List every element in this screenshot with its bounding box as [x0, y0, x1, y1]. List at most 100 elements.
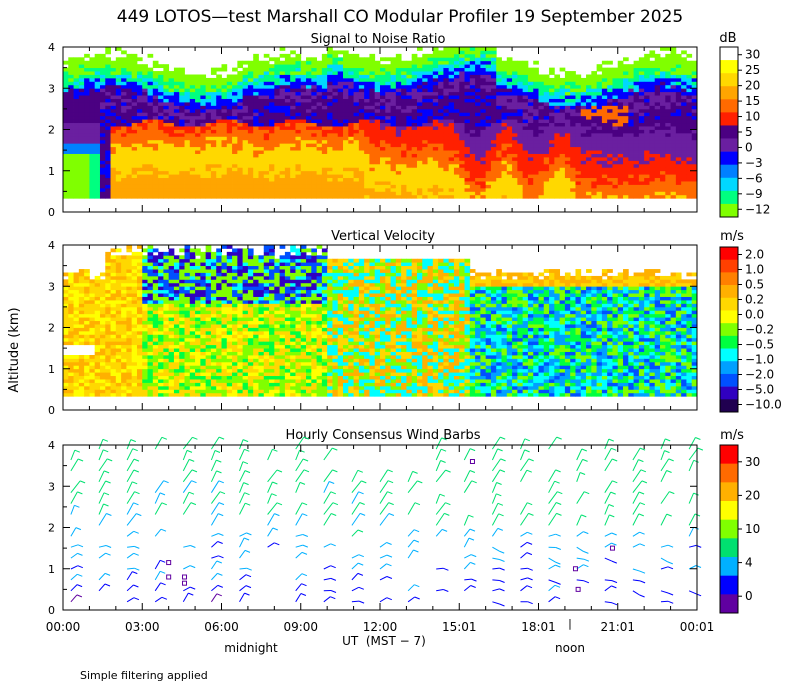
- heatmap-cell: [432, 181, 439, 185]
- heatmap-cell: [115, 91, 122, 96]
- heatmap-cell: [380, 88, 386, 93]
- heatmap-cell: [438, 139, 444, 144]
- heatmap-cell: [506, 187, 513, 192]
- heatmap-cell: [670, 139, 677, 144]
- heatmap-cell: [438, 67, 444, 72]
- heatmap-cell: [580, 115, 587, 120]
- heatmap-cell: [416, 126, 423, 130]
- heatmap-cell: [131, 170, 138, 175]
- heatmap-cell: [295, 129, 302, 134]
- heatmap-cell: [464, 115, 471, 120]
- heatmap-cell: [638, 184, 645, 189]
- heatmap-cell: [195, 157, 201, 161]
- heatmap-cell: [237, 88, 244, 93]
- heatmap-cell: [496, 146, 502, 151]
- heatmap-cell: [580, 88, 587, 93]
- heatmap-cell: [68, 181, 74, 185]
- heatmap-cell: [232, 105, 238, 110]
- heatmap-cell: [432, 143, 439, 148]
- heatmap-cell: [147, 81, 154, 86]
- heatmap-cell: [638, 160, 645, 165]
- heatmap-cell: [538, 143, 545, 148]
- heatmap-cell: [221, 143, 228, 148]
- heatmap-cell: [258, 112, 265, 117]
- heatmap-cell: [110, 84, 117, 89]
- heatmap-cell: [63, 191, 69, 196]
- heatmap-cell: [522, 91, 529, 96]
- heatmap-cell: [173, 95, 180, 99]
- heatmap-cell: [337, 108, 344, 113]
- heatmap-cell: [269, 102, 275, 106]
- heatmap-cell: [73, 64, 80, 69]
- heatmap-cell: [512, 132, 518, 137]
- heatmap-cell: [279, 47, 286, 51]
- heatmap-cell: [237, 170, 244, 175]
- heatmap-cell: [654, 132, 661, 137]
- heatmap-cell: [369, 150, 376, 154]
- heatmap-cell: [295, 157, 302, 161]
- heatmap-cell: [411, 143, 418, 148]
- heatmap-cell: [380, 163, 386, 168]
- heatmap-cell: [385, 126, 391, 130]
- heatmap-cell: [480, 194, 487, 199]
- heatmap-cell: [380, 177, 386, 182]
- heatmap-cell: [501, 143, 508, 148]
- heatmap-cell: [607, 77, 613, 82]
- heatmap-cell: [290, 184, 296, 189]
- heatmap-cell: [295, 64, 302, 69]
- heatmap-cell: [517, 77, 524, 82]
- heatmap-cell: [670, 64, 677, 69]
- heatmap-cell: [691, 126, 698, 130]
- heatmap-cell: [649, 146, 656, 151]
- heatmap-cell: [649, 67, 656, 72]
- heatmap-cell: [316, 81, 323, 86]
- heatmap-cell: [422, 136, 428, 141]
- heatmap-cell: [78, 157, 85, 161]
- heatmap-cell: [406, 136, 413, 141]
- heatmap-cell: [163, 163, 170, 168]
- heatmap-cell: [517, 71, 524, 75]
- heatmap-cell: [475, 129, 481, 134]
- heatmap-cell: [628, 95, 634, 99]
- heatmap-cell: [110, 150, 117, 154]
- heatmap-cell: [554, 163, 561, 168]
- heatmap-cell: [337, 181, 344, 185]
- heatmap-cell: [131, 64, 138, 69]
- heatmap-cell: [649, 150, 656, 154]
- heatmap-cell: [501, 108, 508, 113]
- heatmap-cell: [475, 67, 481, 72]
- heatmap-cell: [633, 191, 640, 196]
- heatmap-cell: [448, 194, 455, 199]
- heatmap-cell: [327, 129, 333, 134]
- heatmap-cell: [686, 81, 693, 86]
- heatmap-cell: [649, 167, 656, 172]
- heatmap-cell: [348, 57, 354, 62]
- heatmap-cell: [554, 191, 561, 196]
- heatmap-cell: [195, 102, 201, 106]
- heatmap-cell: [110, 91, 117, 96]
- heatmap-cell: [195, 177, 201, 182]
- heatmap-cell: [660, 47, 666, 51]
- heatmap-cell: [490, 163, 497, 168]
- heatmap-cell: [337, 177, 344, 182]
- heatmap-cell: [68, 71, 74, 75]
- heatmap-cell: [184, 108, 191, 113]
- heatmap-cell: [115, 57, 122, 62]
- heatmap-cell: [274, 105, 281, 110]
- heatmap-cell: [353, 57, 360, 62]
- heatmap-cell: [380, 67, 386, 72]
- heatmap-cell: [68, 150, 74, 154]
- heatmap-cell: [538, 157, 545, 161]
- heatmap-cell: [411, 187, 418, 192]
- heatmap-cell: [316, 60, 323, 65]
- heatmap-cell: [374, 102, 381, 106]
- heatmap-cell: [258, 160, 265, 165]
- heatmap-cell: [237, 129, 244, 134]
- heatmap-cell: [258, 71, 265, 75]
- heatmap-cell: [147, 88, 154, 93]
- heatmap-cell: [570, 184, 576, 189]
- heatmap-cell: [501, 163, 508, 168]
- heatmap-cell: [649, 91, 656, 96]
- heatmap-cell: [295, 119, 302, 124]
- heatmap-cell: [438, 84, 444, 89]
